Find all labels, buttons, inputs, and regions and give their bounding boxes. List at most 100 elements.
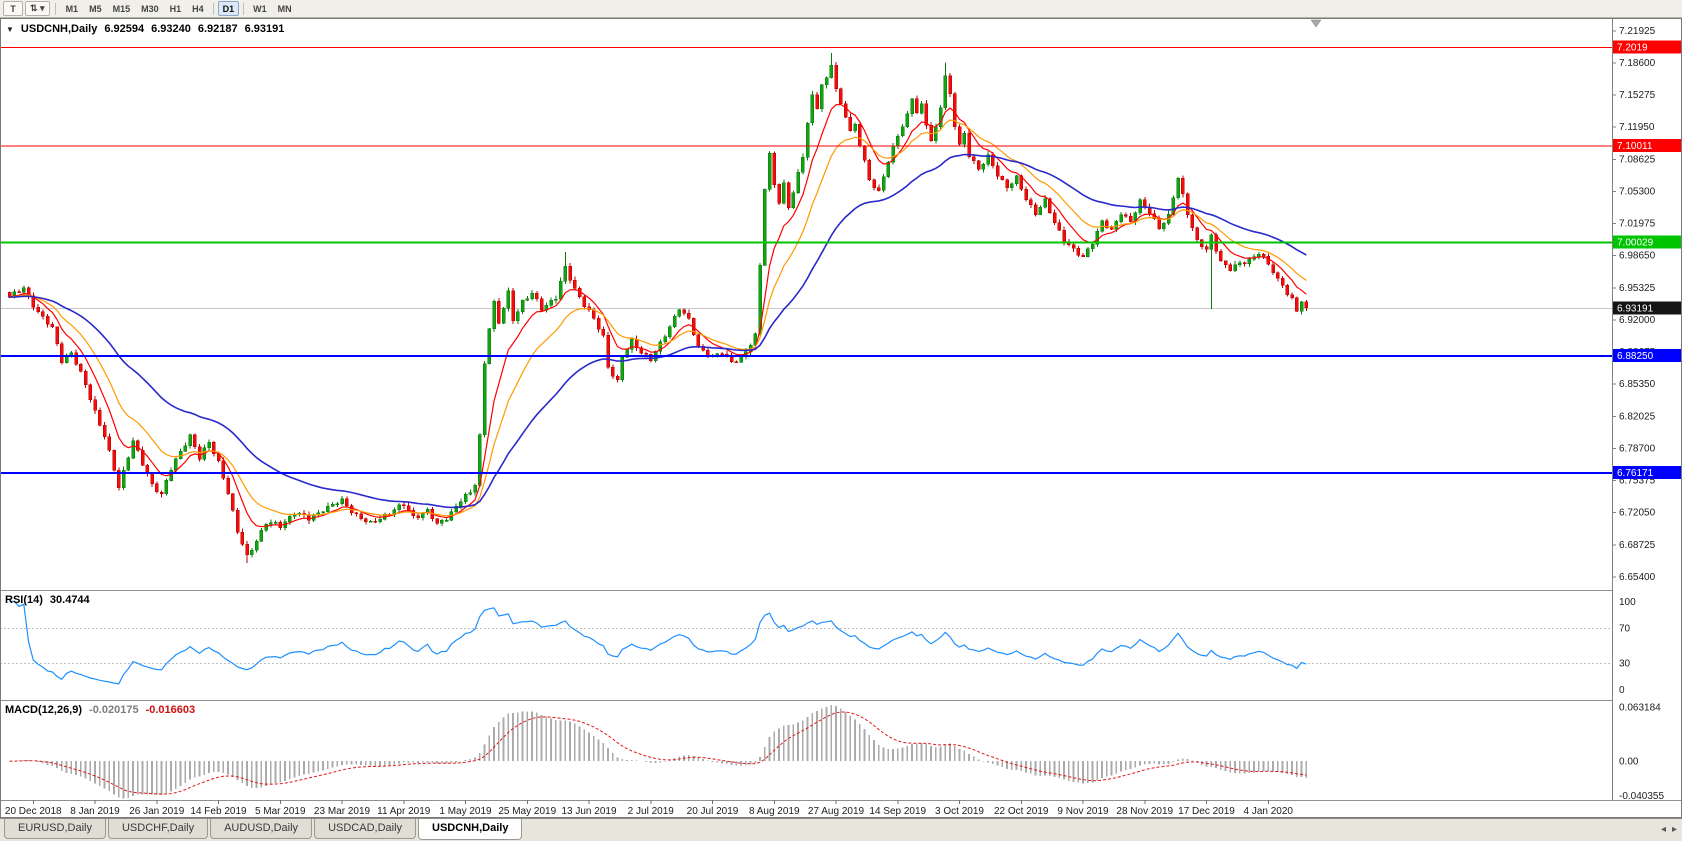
rsi-value: 30.4744	[49, 594, 90, 606]
date-label: 11 Apr 2019	[377, 806, 431, 817]
date-label: 22 Oct 2019	[994, 806, 1049, 817]
collapse-indicator-icon[interactable]: ▼	[6, 24, 14, 34]
timeframe-button-m5[interactable]: M5	[89, 3, 102, 14]
date-label: 23 Mar 2019	[314, 806, 371, 817]
toolbar-separator	[54, 2, 56, 15]
timeframe-button-d1[interactable]: D1	[217, 1, 240, 16]
rsi-scale-label: 100	[1619, 597, 1636, 608]
price-tick-label: 7.11950	[1619, 122, 1655, 133]
price-tag-6.76171-label: 6.76171	[1617, 468, 1654, 479]
timeframe-button-m30[interactable]: M30	[141, 3, 159, 14]
macd-indicator-label: MACD(12,26,9) -0.020175 -0.016603	[5, 704, 195, 716]
date-label: 3 Oct 2019	[935, 806, 984, 817]
timeframe-button-m1[interactable]: M1	[65, 3, 79, 14]
date-label: 13 Jun 2019	[561, 806, 616, 817]
toolbar-separator	[243, 2, 245, 15]
date-label: 17 Dec 2019	[1178, 806, 1235, 817]
price-tick-label: 6.98650	[1619, 251, 1656, 262]
date-label: 20 Jul 2019	[687, 806, 739, 817]
ohlc-close-value: 6.93191	[244, 23, 285, 35]
date-axis[interactable]: 20 Dec 2018 8 Jan 2019 26 Jan 2019 14 Feb 2…	[5, 800, 1294, 817]
ma-orange-line	[9, 119, 1307, 517]
price-tag-7.10011[interactable]	[1613, 138, 1681, 152]
rsi-scale-label: 70	[1619, 623, 1631, 634]
date-label: 28 Nov 2019	[1116, 806, 1173, 817]
ma-blue-line	[9, 153, 1307, 509]
price-tick-label: 7.21925	[1619, 26, 1656, 37]
tab-eurusd-daily[interactable]: EURUSD,Daily	[4, 819, 106, 839]
timeframe-button-mn[interactable]: MN	[277, 3, 292, 14]
price-tick-label: 6.82025	[1619, 411, 1656, 422]
macd-signal-value: -0.016603	[145, 704, 196, 716]
tab-scroll-controls: ◂ ▸	[1661, 824, 1677, 835]
chart-symbol-label: USDCNH,Daily	[20, 23, 98, 35]
macd-histogram	[13, 705, 1308, 799]
price-tag-7.10011-label: 7.10011	[1617, 141, 1653, 152]
crosshair-tool-button[interactable]: ⇅ ▾	[25, 1, 50, 16]
toolbar-separator	[212, 2, 214, 15]
chart-tabs: EURUSD,Daily USDCHF,Daily AUDUSD,Daily USDC…	[4, 819, 524, 840]
current-price-tag[interactable]	[1613, 301, 1681, 315]
price-tag-6.88250[interactable]	[1613, 349, 1681, 363]
price-tick-label: 6.78700	[1619, 443, 1656, 454]
price-tag-6.76171[interactable]	[1613, 465, 1681, 479]
date-label: 20 Dec 2018	[5, 806, 62, 817]
ohlc-high-value: 6.93240	[151, 23, 191, 35]
price-tick-label: 7.05300	[1619, 186, 1656, 197]
rsi-indicator-label: RSI(14) 30.4744	[5, 594, 90, 606]
ohlc-open-value: 6.92594	[104, 23, 145, 35]
macd-value: -0.020175	[89, 704, 139, 716]
chart-shift-marker[interactable]	[1310, 19, 1322, 28]
price-tick-label: 7.01975	[1619, 219, 1656, 230]
date-label: 14 Sep 2019	[869, 806, 926, 817]
chart-tabs-bar: EURUSD,Daily USDCHF,Daily AUDUSD,Daily USDC…	[0, 818, 1682, 841]
timeframe-button-w1[interactable]: W1	[253, 3, 267, 14]
timeframe-button-m15[interactable]: M15	[112, 3, 131, 14]
tab-scroll-right-icon[interactable]: ▸	[1671, 824, 1677, 835]
price-tag-6.88250-label: 6.88250	[1617, 351, 1654, 362]
templates-tool-button[interactable]: T	[3, 1, 23, 16]
tab-usdcnh-daily[interactable]: USDCNH,Daily	[418, 819, 523, 840]
chart-window: 20 Dec 2018 8 Jan 2019 26 Jan 2019 14 Feb 2…	[0, 18, 1682, 818]
price-tick-label: 7.15275	[1619, 90, 1656, 101]
price-tick-label: 6.65400	[1619, 572, 1656, 583]
price-chart-canvas[interactable]: 20 Dec 2018 8 Jan 2019 26 Jan 2019 14 Feb 2…	[0, 18, 1682, 818]
date-label: 8 Aug 2019	[749, 806, 800, 817]
price-tick-label: 6.95325	[1619, 283, 1656, 294]
tab-scroll-left-icon[interactable]: ◂	[1660, 824, 1666, 835]
rsi-name: RSI(14)	[5, 594, 43, 606]
timeframe-toolbar: T ⇅ ▾ M1 M5 M15 M30 H1 H4 D1 W1 MN	[0, 0, 1682, 18]
date-label: 8 Jan 2019	[70, 806, 120, 817]
date-label: 1 May 2019	[439, 806, 492, 817]
price-tick-label: 6.75375	[1619, 476, 1656, 487]
date-label: 14 Feb 2019	[190, 806, 247, 817]
price-tag-7.2019[interactable]	[1613, 40, 1681, 54]
timeframe-buttons: M1 M5 M15 M30 H1 H4 D1 W1 MN	[61, 1, 297, 16]
price-tick-label: 6.92000	[1619, 315, 1656, 326]
price-tick-label: 6.72050	[1619, 508, 1656, 519]
tab-usdchf-daily[interactable]: USDCHF,Daily	[107, 819, 209, 839]
date-label: 26 Jan 2019	[129, 806, 184, 817]
date-label: 25 May 2019	[498, 806, 556, 817]
tab-audusd-daily[interactable]: AUDUSD,Daily	[210, 819, 313, 839]
macd-scale-label: 0.00	[1619, 757, 1639, 768]
price-tick-label: 7.18600	[1619, 58, 1656, 69]
price-scale[interactable]	[1613, 18, 1682, 800]
rsi-scale-label: 0	[1619, 685, 1625, 696]
chart-tool-buttons: T ⇅ ▾	[3, 1, 50, 16]
timeframe-button-h1[interactable]: H1	[169, 3, 182, 14]
macd-scale-label: -0.040355	[1619, 791, 1664, 802]
price-tag-7.00029[interactable]	[1613, 235, 1681, 249]
tab-usdcad-daily[interactable]: USDCAD,Daily	[314, 819, 417, 839]
price-tick-label: 6.68725	[1619, 540, 1656, 551]
date-label: 5 Mar 2019	[255, 806, 306, 817]
rsi-scale-label: 30	[1619, 659, 1631, 670]
current-price-tag-label: 6.93191	[1617, 304, 1654, 315]
macd-scale-label: 0.063184	[1619, 703, 1661, 714]
date-label: 9 Nov 2019	[1057, 806, 1109, 817]
chart-background[interactable]	[0, 18, 1682, 818]
ohlc-low-value: 6.92187	[197, 23, 238, 35]
timeframe-button-h4[interactable]: H4	[192, 3, 204, 14]
date-label: 2 Jul 2019	[628, 806, 675, 817]
rsi-line	[9, 600, 1307, 685]
